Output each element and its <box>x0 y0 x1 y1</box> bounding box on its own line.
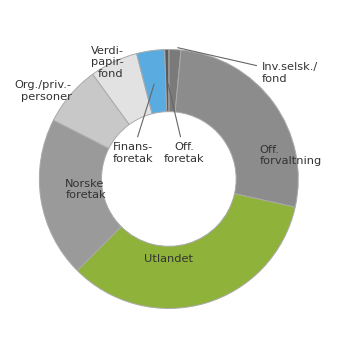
Text: Verdi-
papir-
fond: Verdi- papir- fond <box>90 46 124 79</box>
Wedge shape <box>175 50 298 207</box>
Text: Off.
forvaltning: Off. forvaltning <box>259 145 322 167</box>
Text: Off.
foretak: Off. foretak <box>164 83 205 164</box>
Wedge shape <box>137 50 167 114</box>
Text: Utlandet: Utlandet <box>144 254 193 264</box>
Wedge shape <box>165 49 169 112</box>
Text: Inv.selsk./
fond: Inv.selsk./ fond <box>178 48 318 84</box>
Wedge shape <box>169 49 181 112</box>
Wedge shape <box>93 53 152 125</box>
Text: Org./priv.-
personer: Org./priv.- personer <box>15 80 72 102</box>
Wedge shape <box>53 74 129 148</box>
Text: Norske
foretak: Norske foretak <box>65 178 106 200</box>
Wedge shape <box>77 194 295 308</box>
Wedge shape <box>39 120 121 270</box>
Text: Finans-
foretak: Finans- foretak <box>112 84 154 164</box>
